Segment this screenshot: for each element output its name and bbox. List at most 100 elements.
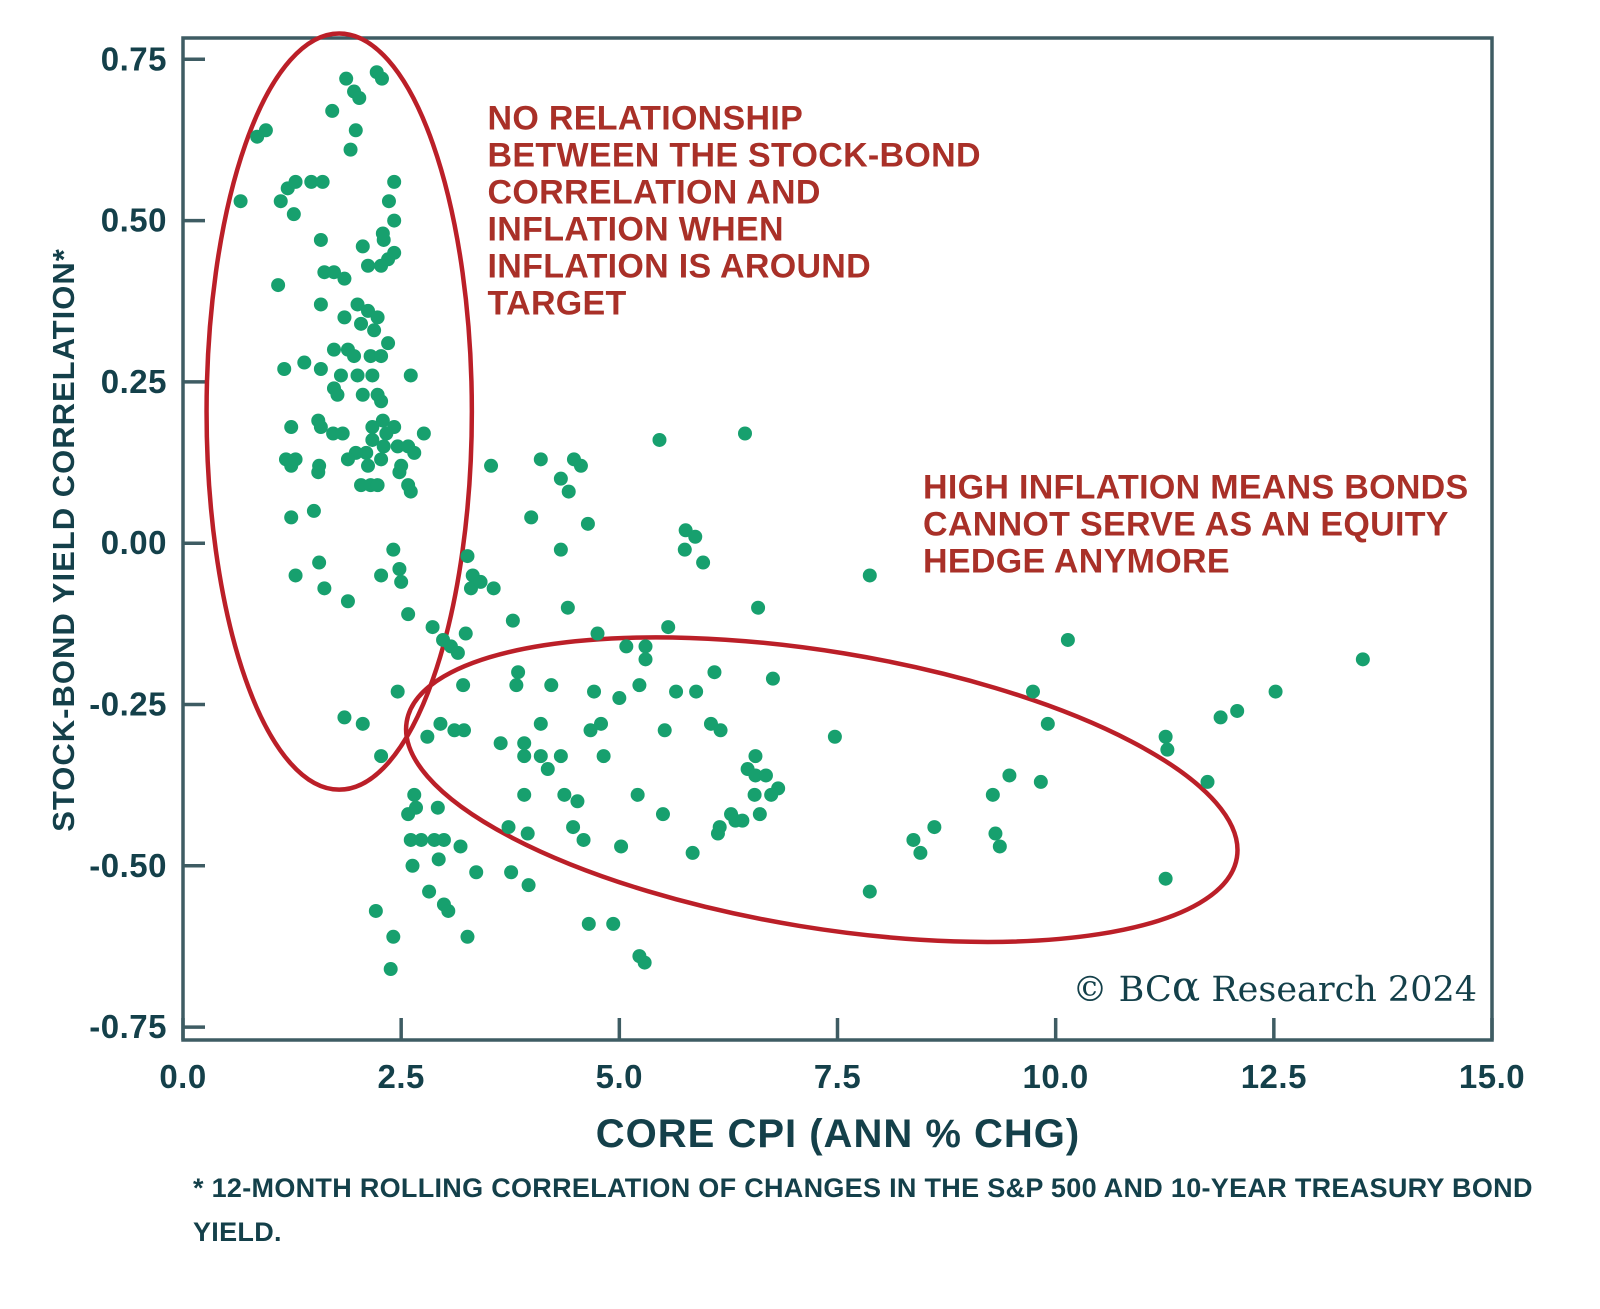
scatter-point [696, 555, 711, 570]
scatter-point [313, 420, 328, 435]
copyright-prefix: © BC [1073, 970, 1172, 1010]
scatter-point [363, 349, 378, 364]
scatter-point [427, 832, 442, 847]
scatter-point [286, 207, 301, 222]
y-axis-ticks: 0.75 0.50 0.25 0.00 -0.25 -0.50 -0.75 [89, 40, 205, 1045]
scatter-point [486, 581, 501, 596]
scatter-point [460, 549, 475, 564]
scatter-point [394, 574, 409, 589]
scatter-point [304, 174, 319, 189]
scatter-point [1002, 768, 1017, 783]
scatter-point [594, 716, 609, 731]
scatter-point [233, 194, 248, 209]
scatter-point [583, 723, 598, 738]
scatter-point [374, 258, 389, 273]
scatter-point [330, 387, 345, 402]
scatter-point [355, 387, 370, 402]
scatter-point [1200, 774, 1215, 789]
scatter-point [390, 684, 405, 699]
footnote-line-2: YIELD. [193, 1217, 282, 1247]
scatter-point [688, 529, 703, 544]
scatter-point [436, 832, 451, 847]
scatter-point [374, 349, 389, 364]
scatter-point [747, 787, 762, 802]
scatter-point [284, 510, 299, 525]
scatter-point [632, 678, 647, 693]
scatter-point [677, 542, 692, 557]
scatter-point [764, 787, 779, 802]
scatter-point [827, 729, 842, 744]
scatter-point [473, 574, 488, 589]
scatter-point [612, 691, 627, 706]
scatter-point [521, 878, 536, 893]
scatter-point [420, 729, 435, 744]
scatter-point [576, 832, 591, 847]
scatter-point [533, 749, 548, 764]
x-tick-label: 12.5 [1241, 1058, 1307, 1095]
scatter-point [337, 310, 352, 325]
copyright-suffix: Research 2024 [1200, 970, 1477, 1010]
scatter-point [313, 297, 328, 312]
scatter-point [614, 839, 629, 854]
scatter-point [505, 613, 520, 628]
scatter-point [407, 787, 422, 802]
scatter-point [913, 845, 928, 860]
scatter-point [988, 826, 1003, 841]
scatter-point [392, 465, 407, 480]
x-tick-label: 0.0 [159, 1058, 206, 1095]
y-tick-label: -0.25 [89, 685, 167, 722]
scatter-point [271, 278, 286, 293]
scatter-point [288, 568, 303, 583]
y-axis-title: STOCK-BOND YIELD CORRELATION* [46, 248, 81, 832]
scatter-point [862, 568, 877, 583]
scatter-point [335, 426, 350, 441]
scatter-point [765, 671, 780, 686]
scatter-point [368, 903, 383, 918]
scatter-point [748, 768, 763, 783]
scatter-point [590, 626, 605, 641]
scatter-point [669, 684, 684, 699]
x-tick-label: 5.0 [596, 1058, 643, 1095]
scatter-point [311, 465, 326, 480]
scatter-point [405, 858, 420, 873]
scatter-point [927, 820, 942, 835]
scatter-point [637, 955, 652, 970]
annotation-text-block: HIGH INFLATION MEANS BONDS CANNOT SERVE A… [923, 469, 1469, 581]
scatter-point [1268, 684, 1283, 699]
scatter-point [370, 478, 385, 493]
copyright-alpha-glyph: α [1172, 962, 1200, 1011]
scatter-point [517, 787, 532, 802]
scatter-point [862, 884, 877, 899]
scatter-point [573, 458, 588, 473]
scatter-point [509, 678, 524, 693]
scatter-point [441, 903, 456, 918]
scatter-point [273, 194, 288, 209]
scatter-point [354, 478, 369, 493]
scatter-point [570, 794, 585, 809]
scatter-point [337, 271, 352, 286]
scatter-point [315, 174, 330, 189]
scatter-point [735, 813, 750, 828]
scatter-point [317, 265, 332, 280]
scatter-point [350, 297, 365, 312]
scatter-point [752, 807, 767, 822]
scatter-point [381, 194, 396, 209]
scatter-point [638, 652, 653, 667]
scatter-point [374, 394, 389, 409]
scatter-point [560, 600, 575, 615]
scatter-point [401, 807, 416, 822]
scatter-point [619, 639, 634, 654]
scatter-point [288, 452, 303, 467]
annotation-texts: NO RELATIONSHIP BETWEEN THE STOCK-BOND COR… [488, 100, 1469, 581]
scatter-point [416, 426, 431, 441]
scatter-point [596, 749, 611, 764]
scatter-point [1158, 871, 1173, 886]
scatter-point [520, 826, 535, 841]
copyright-notice: © BCα Research 2024 [1073, 962, 1477, 1011]
scatter-point [306, 503, 321, 518]
scatter-point [689, 684, 704, 699]
scatter-point [511, 665, 526, 680]
scatter-point [365, 432, 380, 447]
scatter-point [387, 213, 402, 228]
